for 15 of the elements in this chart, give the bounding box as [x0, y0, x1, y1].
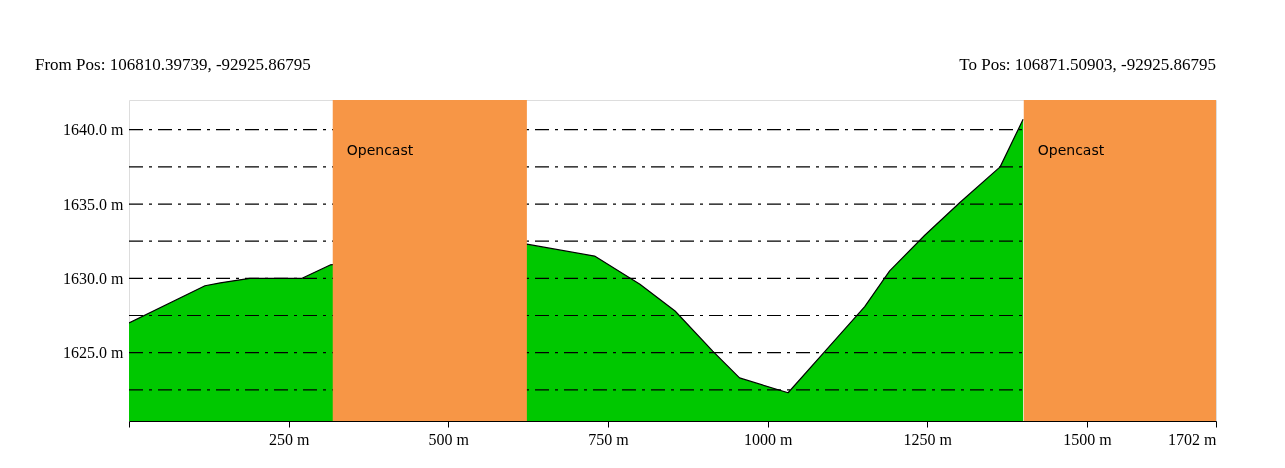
text: To Pos: 106871.50903, -92925.86795 — [959, 55, 1216, 74]
text: From Pos: 106810.39739, -92925.86795 — [35, 55, 311, 74]
band-label: Opencast — [1037, 142, 1105, 158]
x-tick-label: 750 m — [588, 430, 630, 448]
y-tick-label: 1640.0 m — [63, 121, 125, 139]
x-tick-label: 1500 m — [1063, 430, 1113, 448]
y-tick-label: 1625.0 m — [63, 344, 125, 362]
y-tick-label: 1630.0 m — [63, 269, 125, 287]
x-tick-label: 1702 m — [1168, 430, 1218, 448]
x-tick-label: 500 m — [428, 430, 470, 448]
x-tick-label: 250 m — [268, 430, 310, 448]
y-tick-label: 1635.0 m — [63, 195, 125, 213]
x-tick-label: 1000 m — [743, 430, 793, 448]
x-tick-label: 1250 m — [903, 430, 953, 448]
band-label: Opencast — [346, 142, 414, 158]
